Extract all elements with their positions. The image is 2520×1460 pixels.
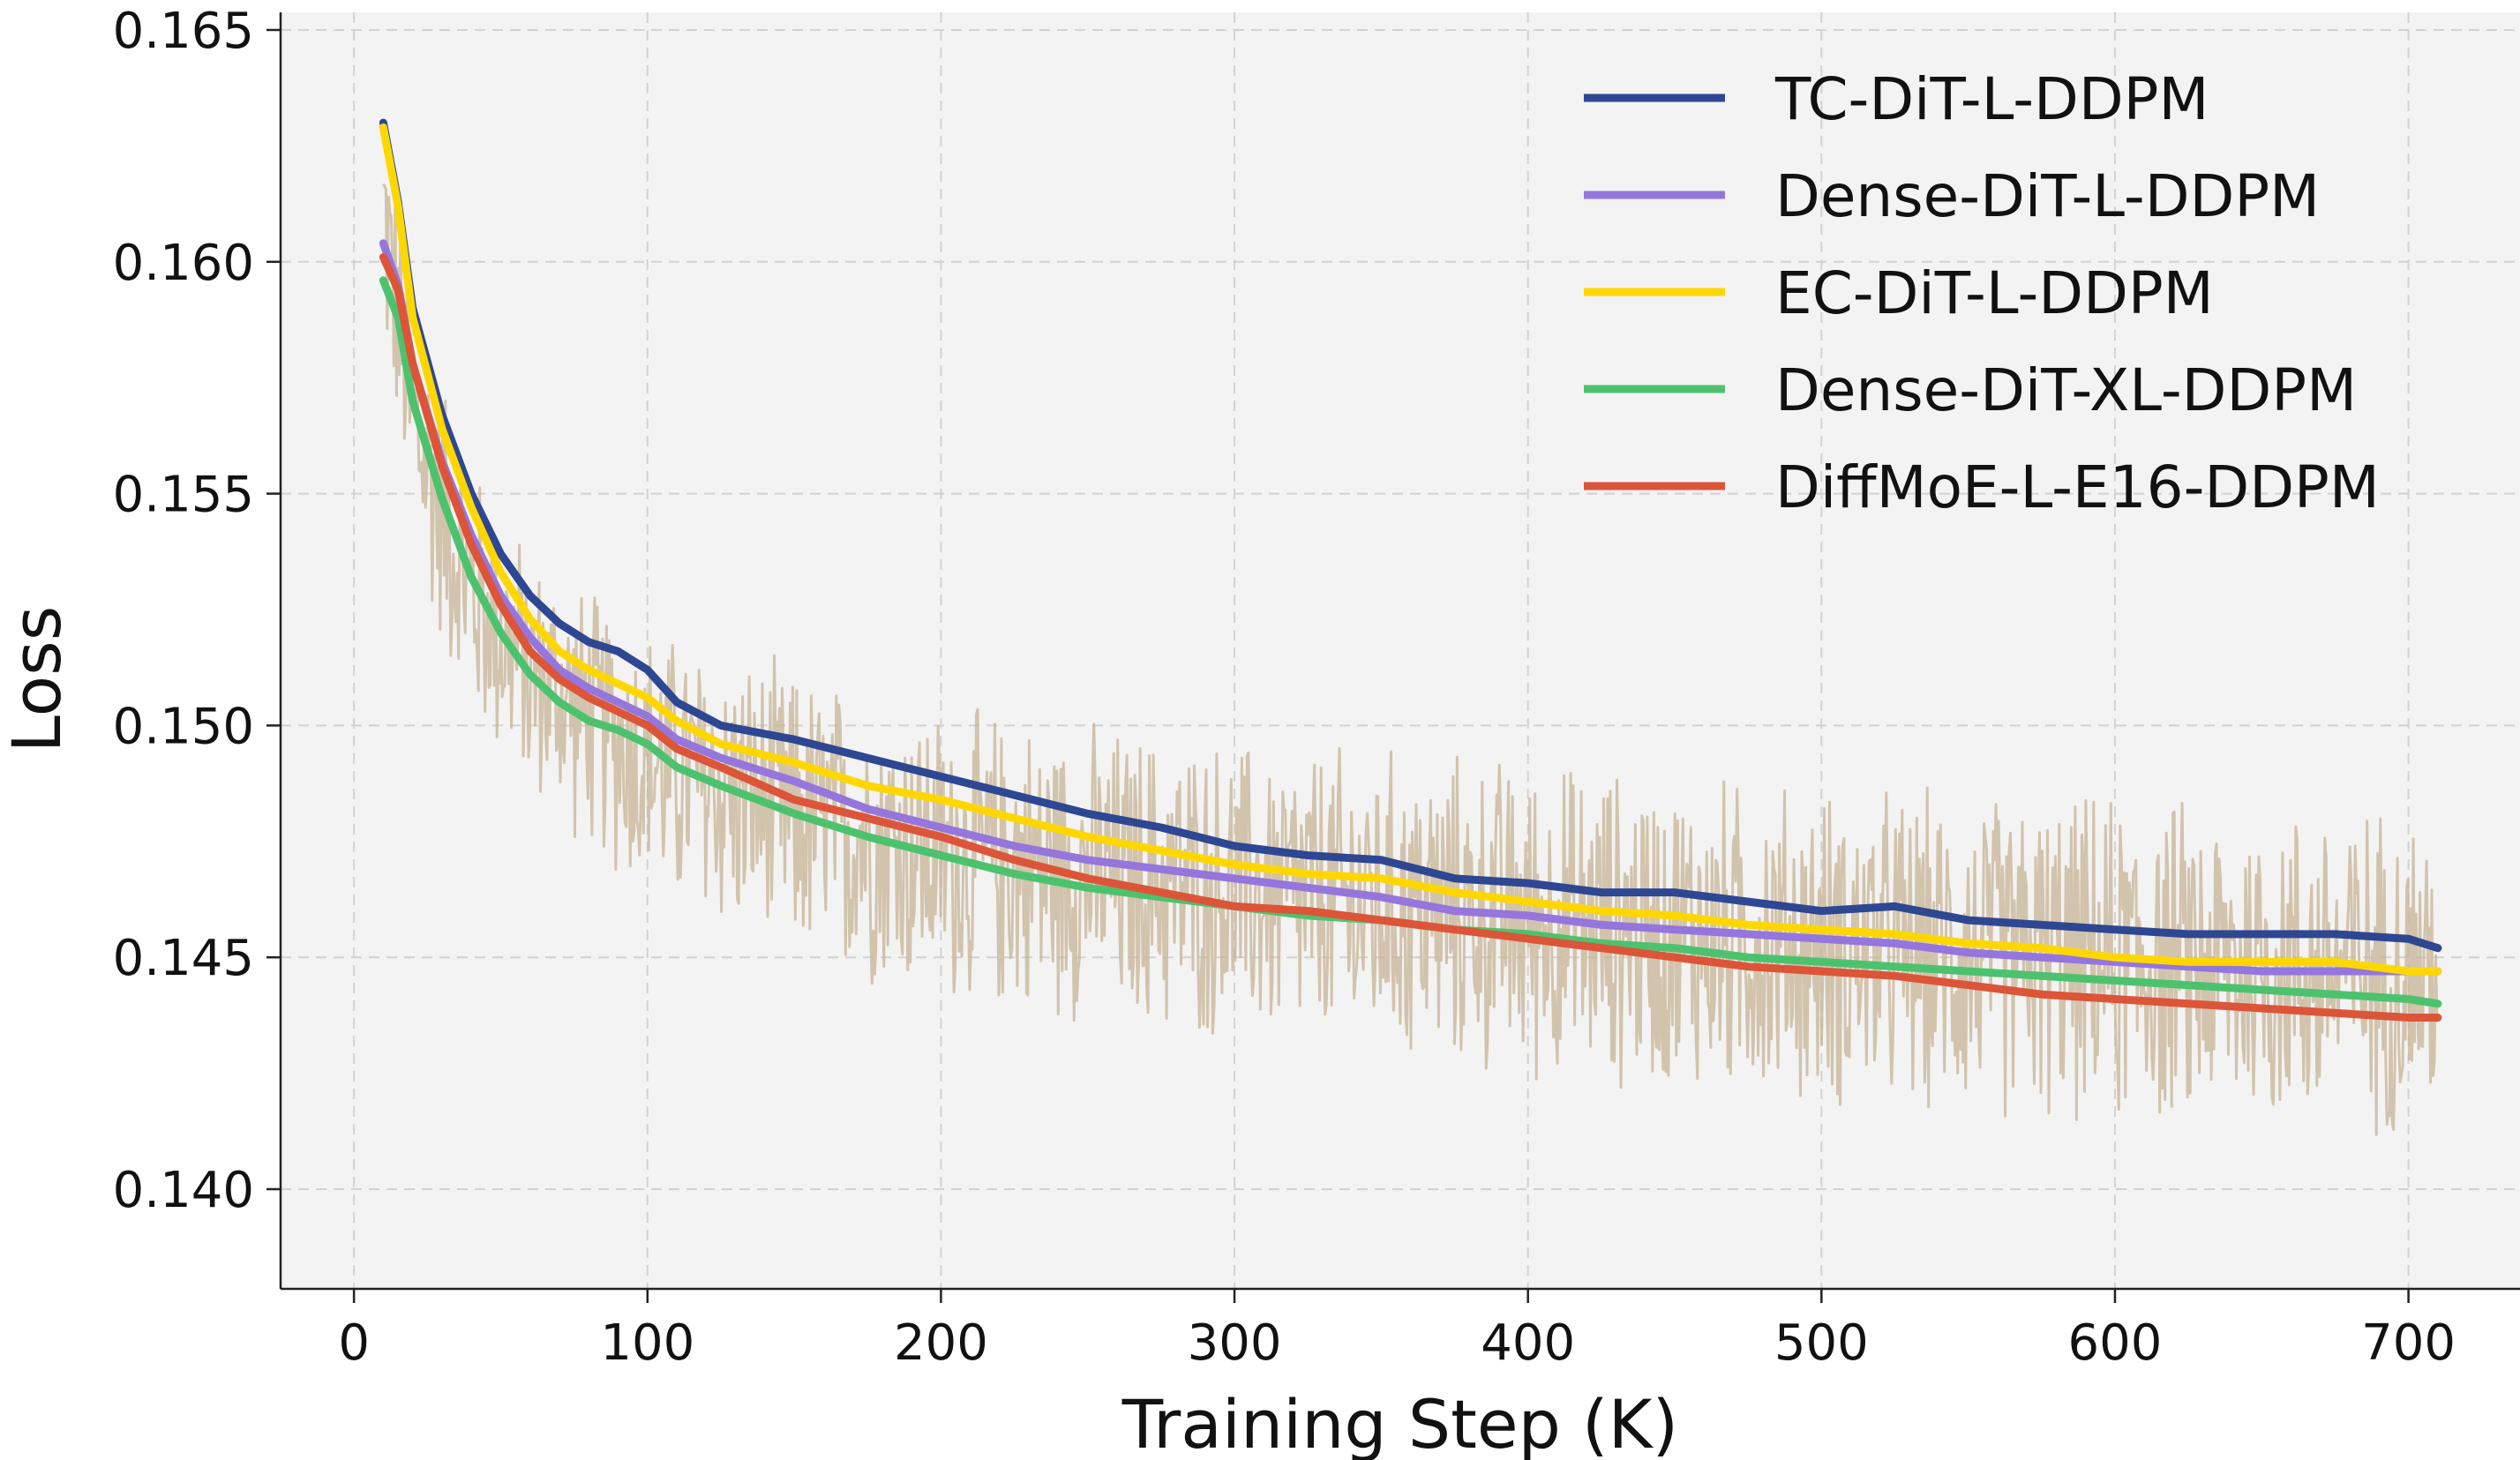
- legend-label: Dense-DiT-XL-DDPM: [1775, 356, 2357, 424]
- x-tick-label: 400: [1481, 1314, 1575, 1372]
- x-tick-label: 100: [600, 1314, 694, 1372]
- series-lines: [379, 118, 2442, 1022]
- series-line-ec-dit-l-ddpm: [379, 123, 2442, 976]
- legend-label: DiffMoE-L-E16-DDPM: [1775, 453, 2380, 521]
- x-tick-label: 200: [894, 1314, 988, 1372]
- y-tick-label: 0.145: [113, 930, 254, 987]
- y-tick-label: 0.165: [113, 3, 254, 60]
- x-ticks: 0 100 200 300 400 500 600 700: [338, 1289, 2456, 1372]
- x-tick-label: 700: [2361, 1314, 2456, 1372]
- legend-label: TC-DiT-L-DDPM: [1774, 65, 2209, 133]
- y-tick-label: 0.155: [113, 467, 254, 524]
- raw-noise-band: [382, 183, 2439, 1136]
- raw-loss-trace: [382, 183, 2439, 1136]
- x-tick-label: 300: [1188, 1314, 1282, 1372]
- y-ticks: 0.140 0.145 0.150 0.155 0.160 0.165: [113, 3, 281, 1219]
- legend-label: Dense-DiT-L-DDPM: [1775, 162, 2320, 230]
- y-axis-label: Loss: [0, 606, 76, 753]
- series-line-dense-dit-l-ddpm: [379, 239, 2442, 976]
- x-tick-label: 600: [2068, 1314, 2163, 1372]
- y-tick-label: 0.140: [113, 1162, 254, 1219]
- x-tick-label: 500: [1774, 1314, 1869, 1372]
- series-line-dense-dit-xl-ddpm: [379, 276, 2442, 1008]
- y-tick-label: 0.160: [113, 235, 254, 292]
- x-axis-label: Training Step (K): [1121, 1385, 1678, 1460]
- legend-label: EC-DiT-L-DDPM: [1775, 259, 2214, 327]
- series-line-diffmoe-l-e16-ddpm: [379, 253, 2442, 1022]
- plot-background: [281, 12, 2520, 1289]
- y-tick-label: 0.150: [113, 698, 254, 755]
- x-tick-label: 0: [338, 1314, 370, 1372]
- series-line-tc-dit-l-ddpm: [379, 118, 2442, 953]
- legend: TC-DiT-L-DDPM Dense-DiT-L-DDPM EC-DiT-L-DD…: [1584, 65, 2380, 521]
